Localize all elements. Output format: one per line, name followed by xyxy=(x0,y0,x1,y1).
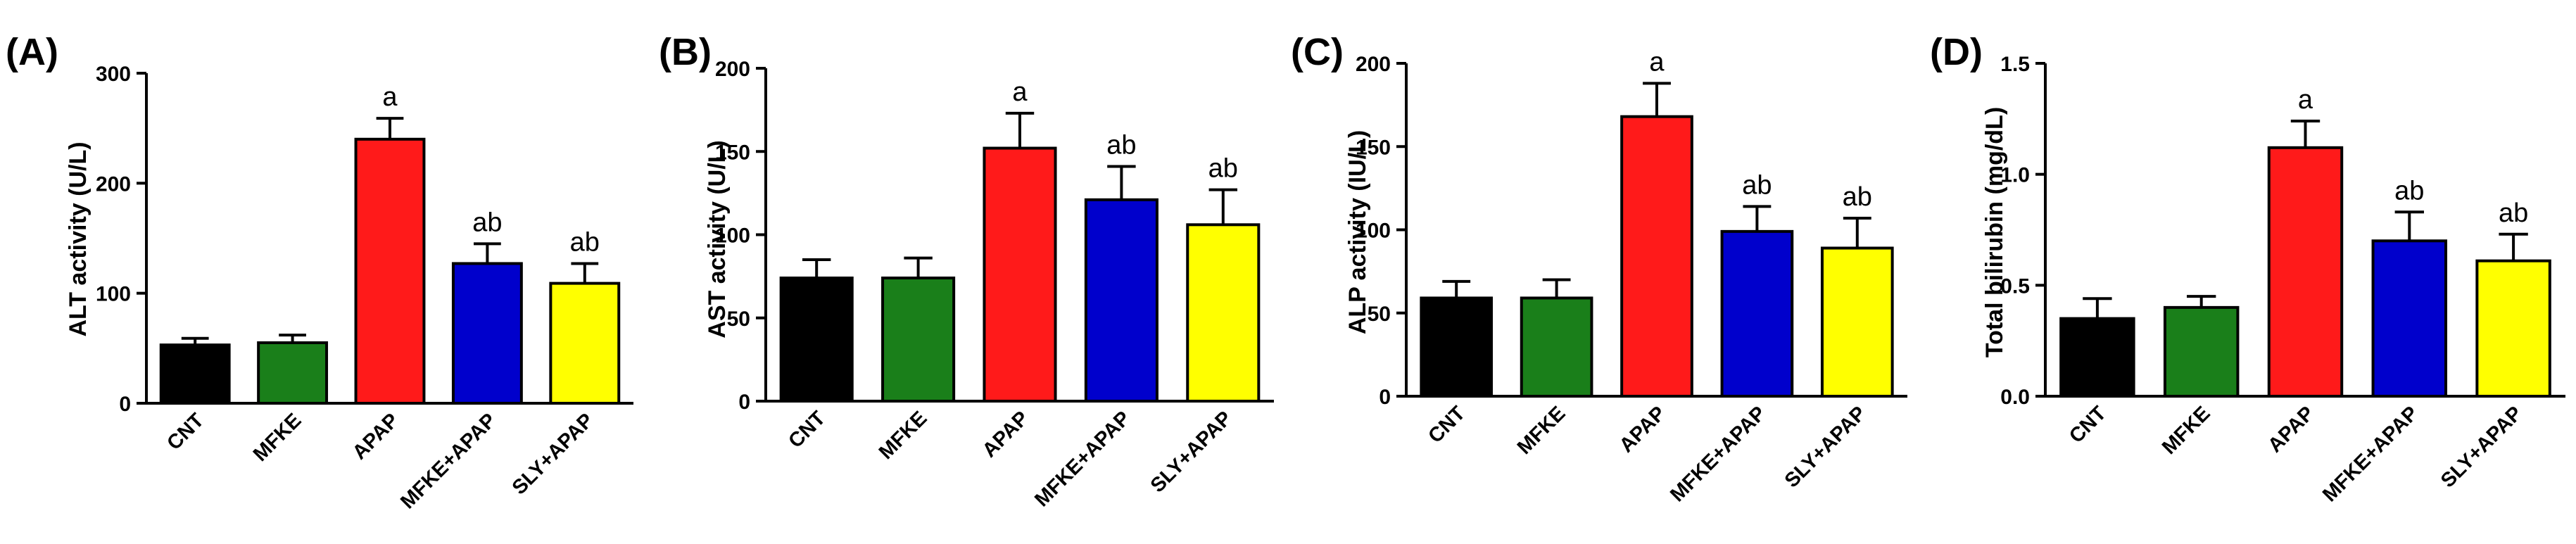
panel-c-significance-label: a xyxy=(1649,47,1665,77)
panel-b-bar-cnt xyxy=(779,276,854,403)
panel-a-x-tick-label: MFKE+APAP xyxy=(396,409,500,513)
panel-d-significance-label: ab xyxy=(2394,176,2424,205)
panel-a-bar-sly-apap xyxy=(549,282,621,405)
panel-d-significance-label: a xyxy=(2298,85,2313,115)
panel-a-label: (A) xyxy=(6,31,58,73)
panel-d-x-tick-label: MFKE xyxy=(2158,402,2215,459)
panel-b-plot: 0 50 100 150 200 CNT MFKE a APAP ab MFKE+APAP ab SLY… xyxy=(715,58,1274,511)
panel-d-y-tick-label: 0.0 xyxy=(2000,386,2030,409)
panel-c-y-tick-label: 100 xyxy=(1356,220,1391,243)
panel-c-x-tick-label: APAP xyxy=(1615,402,1670,457)
panel-c-x-tick-label: MFKE xyxy=(1513,402,1570,459)
panel-b-x-tick-label: CNT xyxy=(784,407,830,453)
panel-d-y-axis-title: Total bilirubin (mg/dL) xyxy=(1981,107,2008,358)
panel-a-y-axis-title: ALT activity (U/L) xyxy=(65,141,91,336)
panel-b-significance-label: a xyxy=(1012,77,1028,107)
panel-a-significance-label: a xyxy=(382,82,398,112)
panel-c-bar-mfke xyxy=(1520,296,1593,398)
panel-c-significance-label: ab xyxy=(1843,182,1872,212)
panel-b-x-tick-label: APAP xyxy=(978,407,1033,462)
panel-d-x-tick-label: SLY+APAP xyxy=(2437,402,2527,492)
panel-c-label: (C) xyxy=(1291,31,1344,73)
panel-d-y-tick-label: 1.0 xyxy=(2000,164,2030,187)
panel-d-bar-mfke-apap xyxy=(2371,239,2448,398)
panel-c-y-tick-label: 50 xyxy=(1368,303,1391,326)
panel-b-y-axis-title: AST activity (U/L) xyxy=(704,140,731,338)
panel-b-bar-mfke-apap xyxy=(1084,198,1158,403)
panel-b-bar-mfke xyxy=(881,276,956,403)
panel-b-x-tick-label: MFKE xyxy=(875,407,932,464)
panel-d-bar-sly-apap xyxy=(2475,259,2551,398)
panel-c-bar-mfke-apap xyxy=(1720,229,1794,398)
panel-d-plot: 0.0 0.5 1.0 1.5 CNT MFKE a APAP ab MFKE+APAP ab SLY… xyxy=(2000,53,2565,506)
panel-c-bar-apap xyxy=(1620,115,1693,398)
panel-a-x-tick-label: APAP xyxy=(348,409,403,464)
panel-a-x-tick-label: CNT xyxy=(163,409,208,455)
panel-a: (A) ALT activity (U/L) 0 100 200 300 CNT MFKE… xyxy=(6,31,633,513)
panel-c-x-tick-label: MFKE+APAP xyxy=(1666,402,1770,506)
panel-d-bar-cnt xyxy=(2059,317,2135,398)
panel-b-x-tick-label: MFKE+APAP xyxy=(1030,407,1135,511)
panel-b-y-tick-label: 0 xyxy=(738,391,750,414)
panel-b-significance-label: ab xyxy=(1106,131,1136,160)
panel-c-x-tick-label: CNT xyxy=(1424,402,1470,448)
panel-b-y-tick-label: 50 xyxy=(727,308,750,331)
panel-c-bar-sly-apap xyxy=(1820,246,1894,398)
panel-c: (C) ALP activity (IU/L) 0 50 100 150 200 CNT M… xyxy=(1291,31,1907,506)
panel-a-plot: 0 100 200 300 CNT MFKE a APAP ab MFKE+APAP ab SLY+A… xyxy=(96,63,633,513)
panel-b-bar-sly-apap xyxy=(1186,223,1261,403)
panel-a-bar-mfke xyxy=(257,341,329,405)
panel-c-bar-cnt xyxy=(1420,296,1494,398)
panel-a-y-tick-label: 300 xyxy=(96,63,131,86)
panel-d-x-tick-label: MFKE+APAP xyxy=(2318,402,2423,506)
panel-d: (D) Total bilirubin (mg/dL) 0.0 0.5 1.0 1.5… xyxy=(1930,31,2565,506)
panel-c-x-tick-label: SLY+APAP xyxy=(1781,402,1871,492)
panel-a-significance-label: ab xyxy=(570,227,600,257)
panel-c-significance-label: ab xyxy=(1742,170,1772,200)
panel-b-x-tick-label: SLY+APAP xyxy=(1147,407,1237,497)
panel-c-y-tick-label: 200 xyxy=(1356,53,1391,76)
panel-d-label: (D) xyxy=(1930,31,1983,73)
panel-a-bar-mfke-apap xyxy=(451,262,523,405)
panel-b-label: (B) xyxy=(659,31,712,73)
panel-a-x-tick-label: MFKE xyxy=(249,409,306,466)
panel-b-significance-label: ab xyxy=(1208,154,1238,184)
panel-a-bar-cnt xyxy=(159,343,231,405)
panel-d-bar-mfke xyxy=(2163,305,2240,398)
panel-b-y-tick-label: 100 xyxy=(715,224,750,248)
panel-a-x-tick-label: SLY+APAP xyxy=(508,409,598,499)
panel-b-y-tick-label: 200 xyxy=(715,58,750,81)
panel-c-y-tick-label: 150 xyxy=(1356,136,1391,159)
panel-d-y-tick-label: 0.5 xyxy=(2000,274,2030,298)
panel-c-y-tick-label: 0 xyxy=(1379,386,1391,409)
panel-a-significance-label: ab xyxy=(472,208,502,237)
panel-d-significance-label: ab xyxy=(2499,198,2528,228)
panel-c-plot: 0 50 100 150 200 CNT MFKE a APAP ab MFKE+APAP ab SLY… xyxy=(1356,47,1907,506)
panel-a-y-tick-label: 0 xyxy=(119,393,131,416)
panel-d-y-tick-label: 1.5 xyxy=(2000,53,2030,76)
panel-d-x-tick-label: APAP xyxy=(2264,402,2318,457)
panel-a-bar-apap xyxy=(354,137,426,405)
panel-c-y-axis-title: ALP activity (IU/L) xyxy=(1344,130,1371,334)
panel-b: (B) AST activity (U/L) 0 50 100 150 200 CNT MF… xyxy=(659,31,1274,511)
panel-a-y-tick-label: 200 xyxy=(96,172,131,196)
panel-a-y-tick-label: 100 xyxy=(96,283,131,306)
panel-d-bar-apap xyxy=(2267,146,2344,398)
panel-b-bar-apap xyxy=(983,146,1057,403)
panel-b-y-tick-label: 150 xyxy=(715,141,750,164)
panel-d-x-tick-label: CNT xyxy=(2065,402,2111,448)
